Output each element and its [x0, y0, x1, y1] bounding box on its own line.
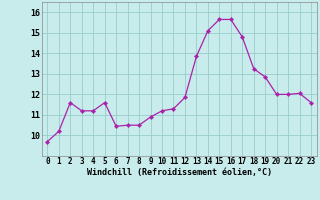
- X-axis label: Windchill (Refroidissement éolien,°C): Windchill (Refroidissement éolien,°C): [87, 168, 272, 177]
